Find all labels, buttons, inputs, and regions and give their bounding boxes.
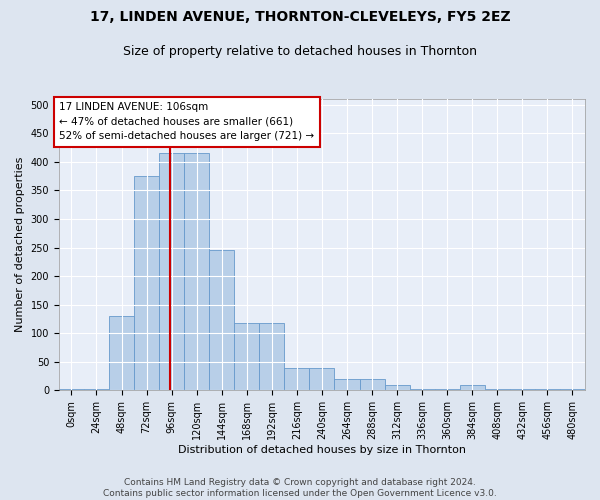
- Bar: [310, 368, 334, 390]
- Bar: [560, 389, 585, 390]
- Text: Size of property relative to detached houses in Thornton: Size of property relative to detached ho…: [123, 45, 477, 58]
- Text: Contains HM Land Registry data © Crown copyright and database right 2024.
Contai: Contains HM Land Registry data © Crown c…: [103, 478, 497, 498]
- Bar: [385, 385, 410, 390]
- Bar: [434, 389, 460, 390]
- Bar: [234, 323, 259, 390]
- Bar: [460, 385, 485, 390]
- Bar: [410, 389, 434, 390]
- Bar: [209, 250, 234, 390]
- Y-axis label: Number of detached properties: Number of detached properties: [15, 157, 25, 332]
- Bar: [284, 368, 310, 390]
- Bar: [134, 176, 159, 390]
- X-axis label: Distribution of detached houses by size in Thornton: Distribution of detached houses by size …: [178, 445, 466, 455]
- Bar: [184, 154, 209, 390]
- Bar: [259, 323, 284, 390]
- Bar: [59, 389, 84, 390]
- Bar: [535, 389, 560, 390]
- Text: 17, LINDEN AVENUE, THORNTON-CLEVELEYS, FY5 2EZ: 17, LINDEN AVENUE, THORNTON-CLEVELEYS, F…: [89, 10, 511, 24]
- Text: 17 LINDEN AVENUE: 106sqm
← 47% of detached houses are smaller (661)
52% of semi-: 17 LINDEN AVENUE: 106sqm ← 47% of detach…: [59, 102, 314, 142]
- Bar: [485, 389, 510, 390]
- Bar: [510, 389, 535, 390]
- Bar: [359, 379, 385, 390]
- Bar: [109, 316, 134, 390]
- Bar: [334, 379, 359, 390]
- Bar: [159, 154, 184, 390]
- Bar: [84, 389, 109, 390]
